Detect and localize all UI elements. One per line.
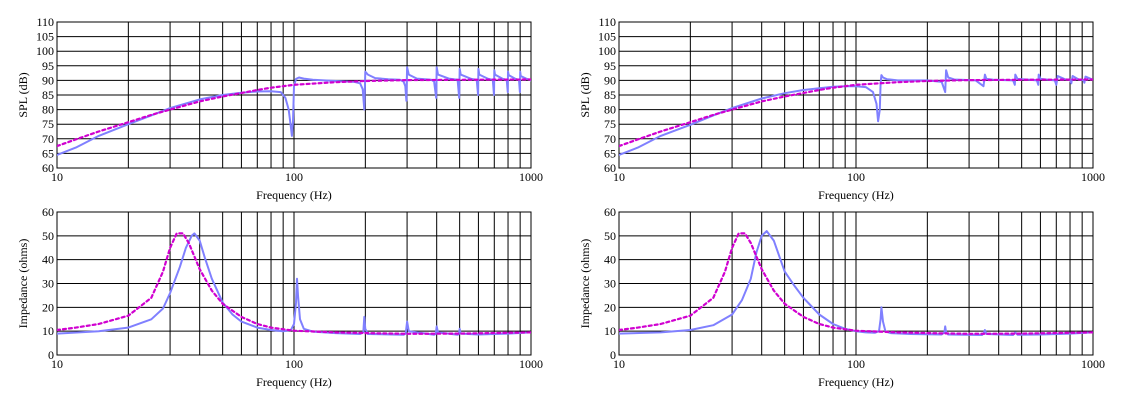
plot-frame (618, 211, 1094, 356)
y-tick-label: 75 (42, 117, 54, 131)
y-tick-label: 60 (604, 161, 616, 175)
y-tick-label: 105 (36, 30, 54, 44)
y-tick-label: 10 (42, 324, 54, 338)
y-tick-label: 0 (610, 348, 616, 362)
x-tick-label: 1000 (1081, 357, 1105, 371)
x-axis-label: Frequency (Hz) (256, 188, 332, 202)
plot-frame (56, 21, 532, 169)
x-tick-label: 100 (847, 170, 865, 184)
plot-frame (618, 21, 1094, 169)
series-line-dashed (619, 78, 1093, 148)
y-tick-label: 40 (42, 253, 54, 267)
y-tick-label: 95 (42, 59, 54, 73)
y-axis-label: SPL (dB) (578, 72, 592, 117)
y-tick-label: 60 (42, 205, 54, 219)
y-axis-label: Impedance (ohms) (578, 239, 592, 329)
y-tick-label: 75 (604, 117, 616, 131)
y-tick-label: 10 (604, 324, 616, 338)
x-tick-label: 10 (613, 170, 625, 184)
x-axis-label: Frequency (Hz) (818, 188, 894, 202)
x-tick-label: 100 (285, 170, 303, 184)
x-axis-label: Frequency (Hz) (256, 375, 332, 389)
y-tick-label: 80 (604, 103, 616, 117)
y-tick-label: 40 (604, 253, 616, 267)
plot-frame (56, 211, 532, 356)
y-tick-label: 50 (42, 229, 54, 243)
x-tick-label: 1000 (1081, 170, 1105, 184)
y-tick-label: 65 (604, 146, 616, 160)
x-tick-label: 100 (847, 357, 865, 371)
y-tick-label: 20 (42, 300, 54, 314)
y-axis-label: SPL (dB) (16, 72, 30, 117)
series-line-dashed (57, 78, 531, 148)
series-line-dashed (619, 232, 1093, 335)
y-tick-label: 60 (604, 205, 616, 219)
y-tick-label: 0 (48, 348, 54, 362)
y-axis-label: Impedance (ohms) (16, 239, 30, 329)
y-tick-label: 85 (42, 88, 54, 102)
x-tick-label: 1000 (519, 170, 543, 184)
y-tick-label: 95 (604, 59, 616, 73)
x-tick-label: 10 (51, 357, 63, 371)
x-tick-label: 1000 (519, 357, 543, 371)
y-tick-label: 80 (42, 103, 54, 117)
y-tick-label: 20 (604, 300, 616, 314)
y-tick-label: 50 (604, 229, 616, 243)
x-tick-label: 100 (285, 357, 303, 371)
y-tick-label: 60 (42, 161, 54, 175)
y-tick-label: 70 (604, 132, 616, 146)
y-tick-label: 70 (42, 132, 54, 146)
y-tick-label: 65 (42, 146, 54, 160)
y-tick-label: 100 (36, 44, 54, 58)
series-line-solid (619, 69, 1093, 156)
x-tick-label: 10 (613, 357, 625, 371)
y-tick-label: 100 (598, 44, 616, 58)
y-tick-label: 30 (604, 277, 616, 291)
y-tick-label: 90 (42, 73, 54, 87)
series-line-dashed (57, 232, 531, 335)
y-tick-label: 30 (42, 277, 54, 291)
y-tick-label: 85 (604, 88, 616, 102)
y-tick-label: 110 (598, 15, 616, 29)
x-axis-label: Frequency (Hz) (818, 375, 894, 389)
x-tick-label: 10 (51, 170, 63, 184)
y-tick-label: 90 (604, 73, 616, 87)
y-tick-label: 105 (598, 30, 616, 44)
series-line-solid (57, 232, 531, 336)
y-tick-label: 110 (36, 15, 54, 29)
